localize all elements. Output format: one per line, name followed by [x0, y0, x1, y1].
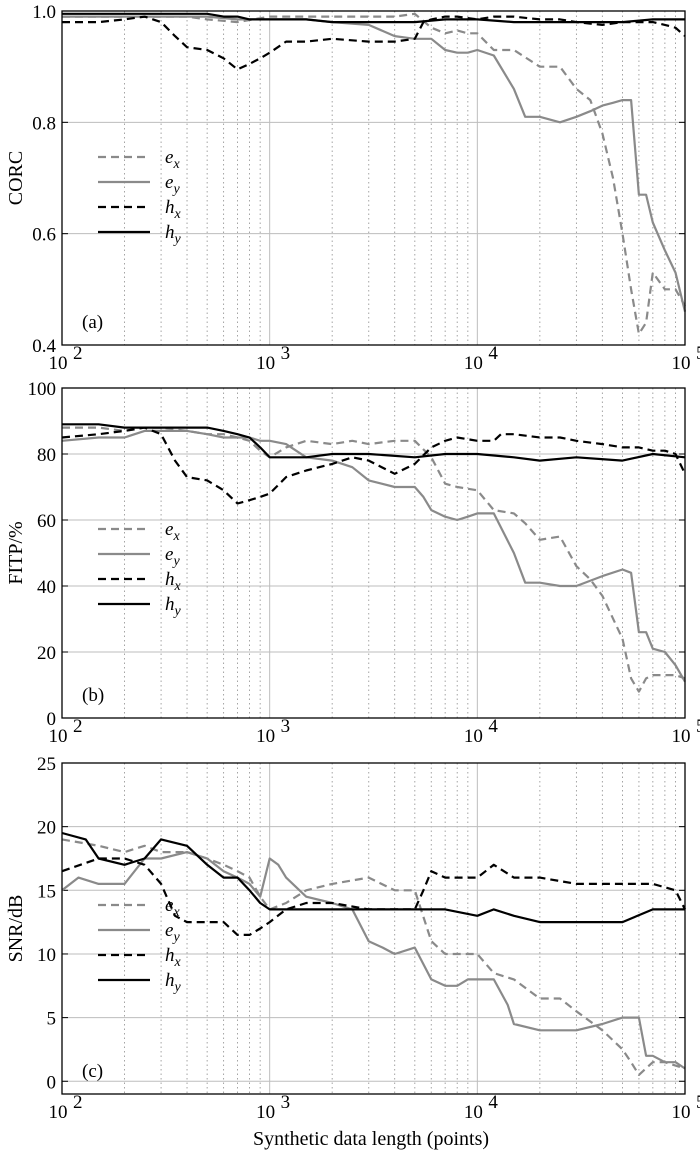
x-tick-label: 10: [464, 726, 483, 747]
x-tick-exponent: 5: [696, 343, 700, 364]
y-tick-label: 25: [37, 754, 56, 775]
y-axis-title: CORC: [5, 151, 27, 205]
x-tick-label: 10: [256, 353, 275, 374]
x-tick-exponent: 5: [696, 1092, 700, 1113]
axes-frame: [61, 387, 686, 719]
legend-label-ey: ey: [165, 172, 180, 197]
legend-label-ey: ey: [165, 920, 180, 945]
x-tick-exponent: 5: [696, 716, 700, 737]
y-tick-label: 0.4: [32, 336, 56, 357]
series-line-hy: [62, 423, 686, 462]
y-tick-label: 80: [37, 445, 56, 466]
y-tick-label: 0: [47, 1072, 57, 1093]
panel-label: (c): [82, 1061, 103, 1082]
y-tick-label: 10: [37, 945, 56, 966]
legend-label-ex: ex: [165, 519, 180, 544]
axes-frame: [61, 10, 686, 346]
series-line-ex: [61, 838, 686, 1077]
series-line-hx: [62, 15, 686, 71]
panel-label: (a): [82, 312, 103, 333]
y-tick-label: 20: [37, 643, 56, 664]
y-tick-label: 100: [28, 379, 57, 400]
x-tick-exponent: 2: [73, 1092, 83, 1113]
x-tick-exponent: 4: [488, 343, 498, 364]
series-line-hx: [61, 426, 686, 505]
y-tick-label: 40: [37, 577, 56, 598]
y-tick-label: 20: [37, 818, 56, 839]
x-tick-label: 10: [49, 1102, 68, 1123]
series-line-ex: [62, 426, 686, 693]
x-tick-exponent: 2: [73, 343, 83, 364]
x-tick-label: 10: [256, 726, 275, 747]
x-tick-label: 10: [672, 1102, 691, 1123]
series-line-hy: [62, 12, 685, 24]
x-tick-label: 10: [49, 726, 68, 747]
x-tick-label: 10: [672, 353, 691, 374]
legend-label-hx: hx: [165, 945, 182, 970]
series-line-ey: [62, 15, 687, 312]
x-tick-label: 10: [464, 353, 483, 374]
x-tick-exponent: 4: [488, 1092, 498, 1113]
legend-label-hx: hx: [165, 197, 182, 222]
y-tick-label: 0.6: [32, 225, 56, 246]
y-tick-label: 0.8: [32, 113, 56, 134]
y-tick-label: 0: [47, 709, 57, 730]
legend-label-ey: ey: [165, 544, 180, 569]
x-tick-exponent: 2: [73, 716, 83, 737]
y-tick-label: 1.0: [32, 2, 56, 23]
series-line-hy: [61, 831, 685, 924]
legend-label-hy: hy: [165, 222, 182, 247]
x-tick-label: 10: [49, 353, 68, 374]
legend-label-hy: hy: [165, 594, 182, 619]
legend-label-ex: ex: [165, 147, 180, 172]
panel-b: 020406080100102103104105FITP/%(b)exeyhxh…: [5, 379, 700, 747]
axes-frame: [61, 762, 686, 1095]
series-line-hx: [61, 857, 686, 937]
x-tick-label: 10: [672, 726, 691, 747]
x-tick-exponent: 3: [281, 343, 291, 364]
legend-label-hy: hy: [165, 970, 182, 995]
y-tick-label: 5: [47, 1009, 57, 1030]
y-tick-label: 15: [37, 881, 56, 902]
x-tick-label: 10: [464, 1102, 483, 1123]
x-axis-title: Synthetic data length (points): [253, 1128, 489, 1150]
x-tick-exponent: 4: [488, 716, 498, 737]
x-tick-label: 10: [256, 1102, 275, 1123]
series-line-ey: [61, 429, 686, 683]
legend-label-ex: ex: [165, 895, 180, 920]
series-line-ex: [62, 12, 686, 335]
x-tick-exponent: 3: [281, 716, 291, 737]
x-tick-exponent: 3: [281, 1092, 291, 1113]
legend-label-hx: hx: [165, 569, 182, 594]
y-axis-title: FITP/%: [5, 521, 27, 584]
panel-label: (b): [82, 685, 104, 706]
series-line-ey: [61, 850, 686, 1070]
y-axis-title: SNR/dB: [5, 895, 27, 963]
y-tick-label: 60: [37, 511, 56, 532]
